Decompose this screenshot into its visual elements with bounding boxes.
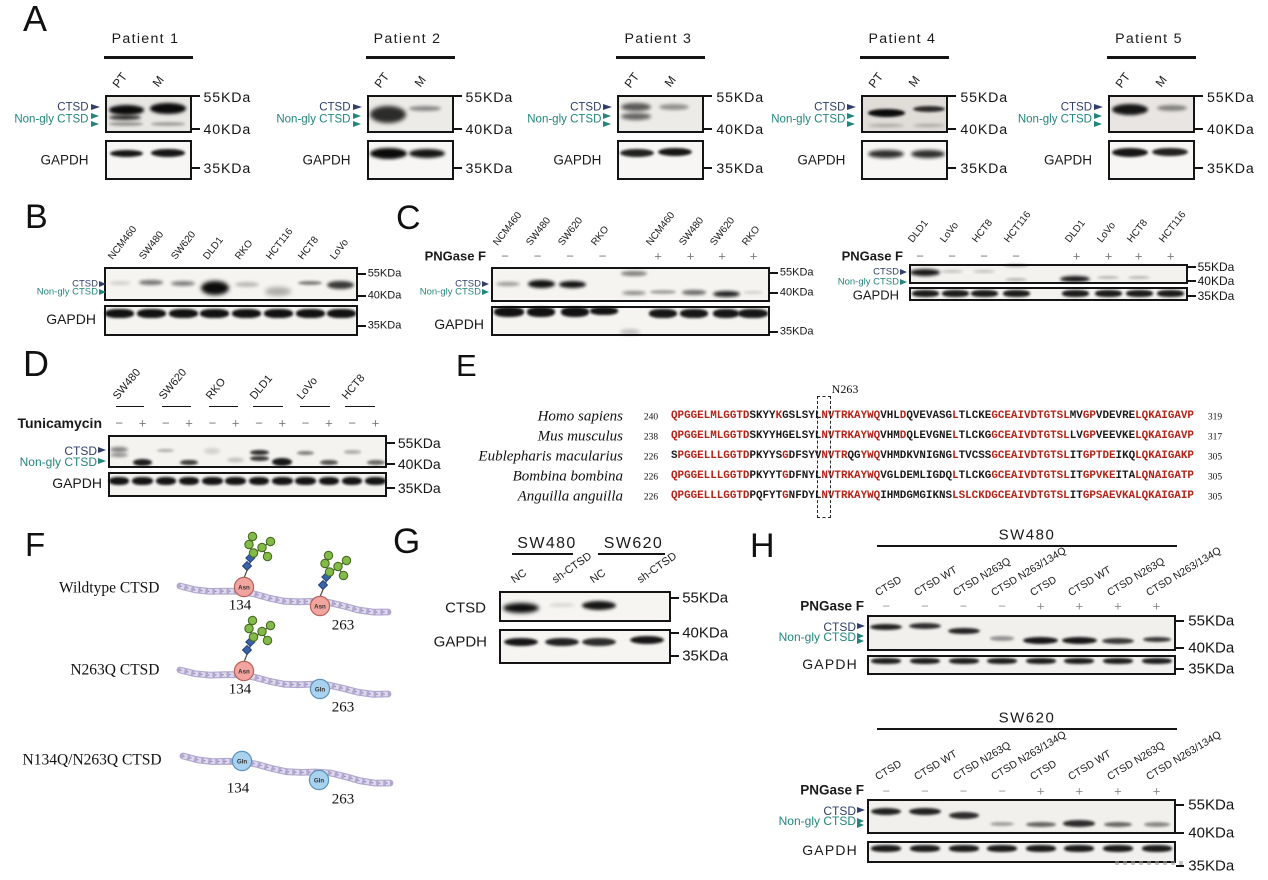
- svg-text:Gln: Gln: [315, 687, 326, 694]
- svg-text:Asn: Asn: [238, 585, 250, 592]
- svg-text:Asn: Asn: [238, 669, 250, 676]
- svg-text:Asn: Asn: [314, 604, 326, 611]
- svg-text:Gln: Gln: [237, 759, 248, 766]
- svg-text:Gln: Gln: [314, 778, 325, 785]
